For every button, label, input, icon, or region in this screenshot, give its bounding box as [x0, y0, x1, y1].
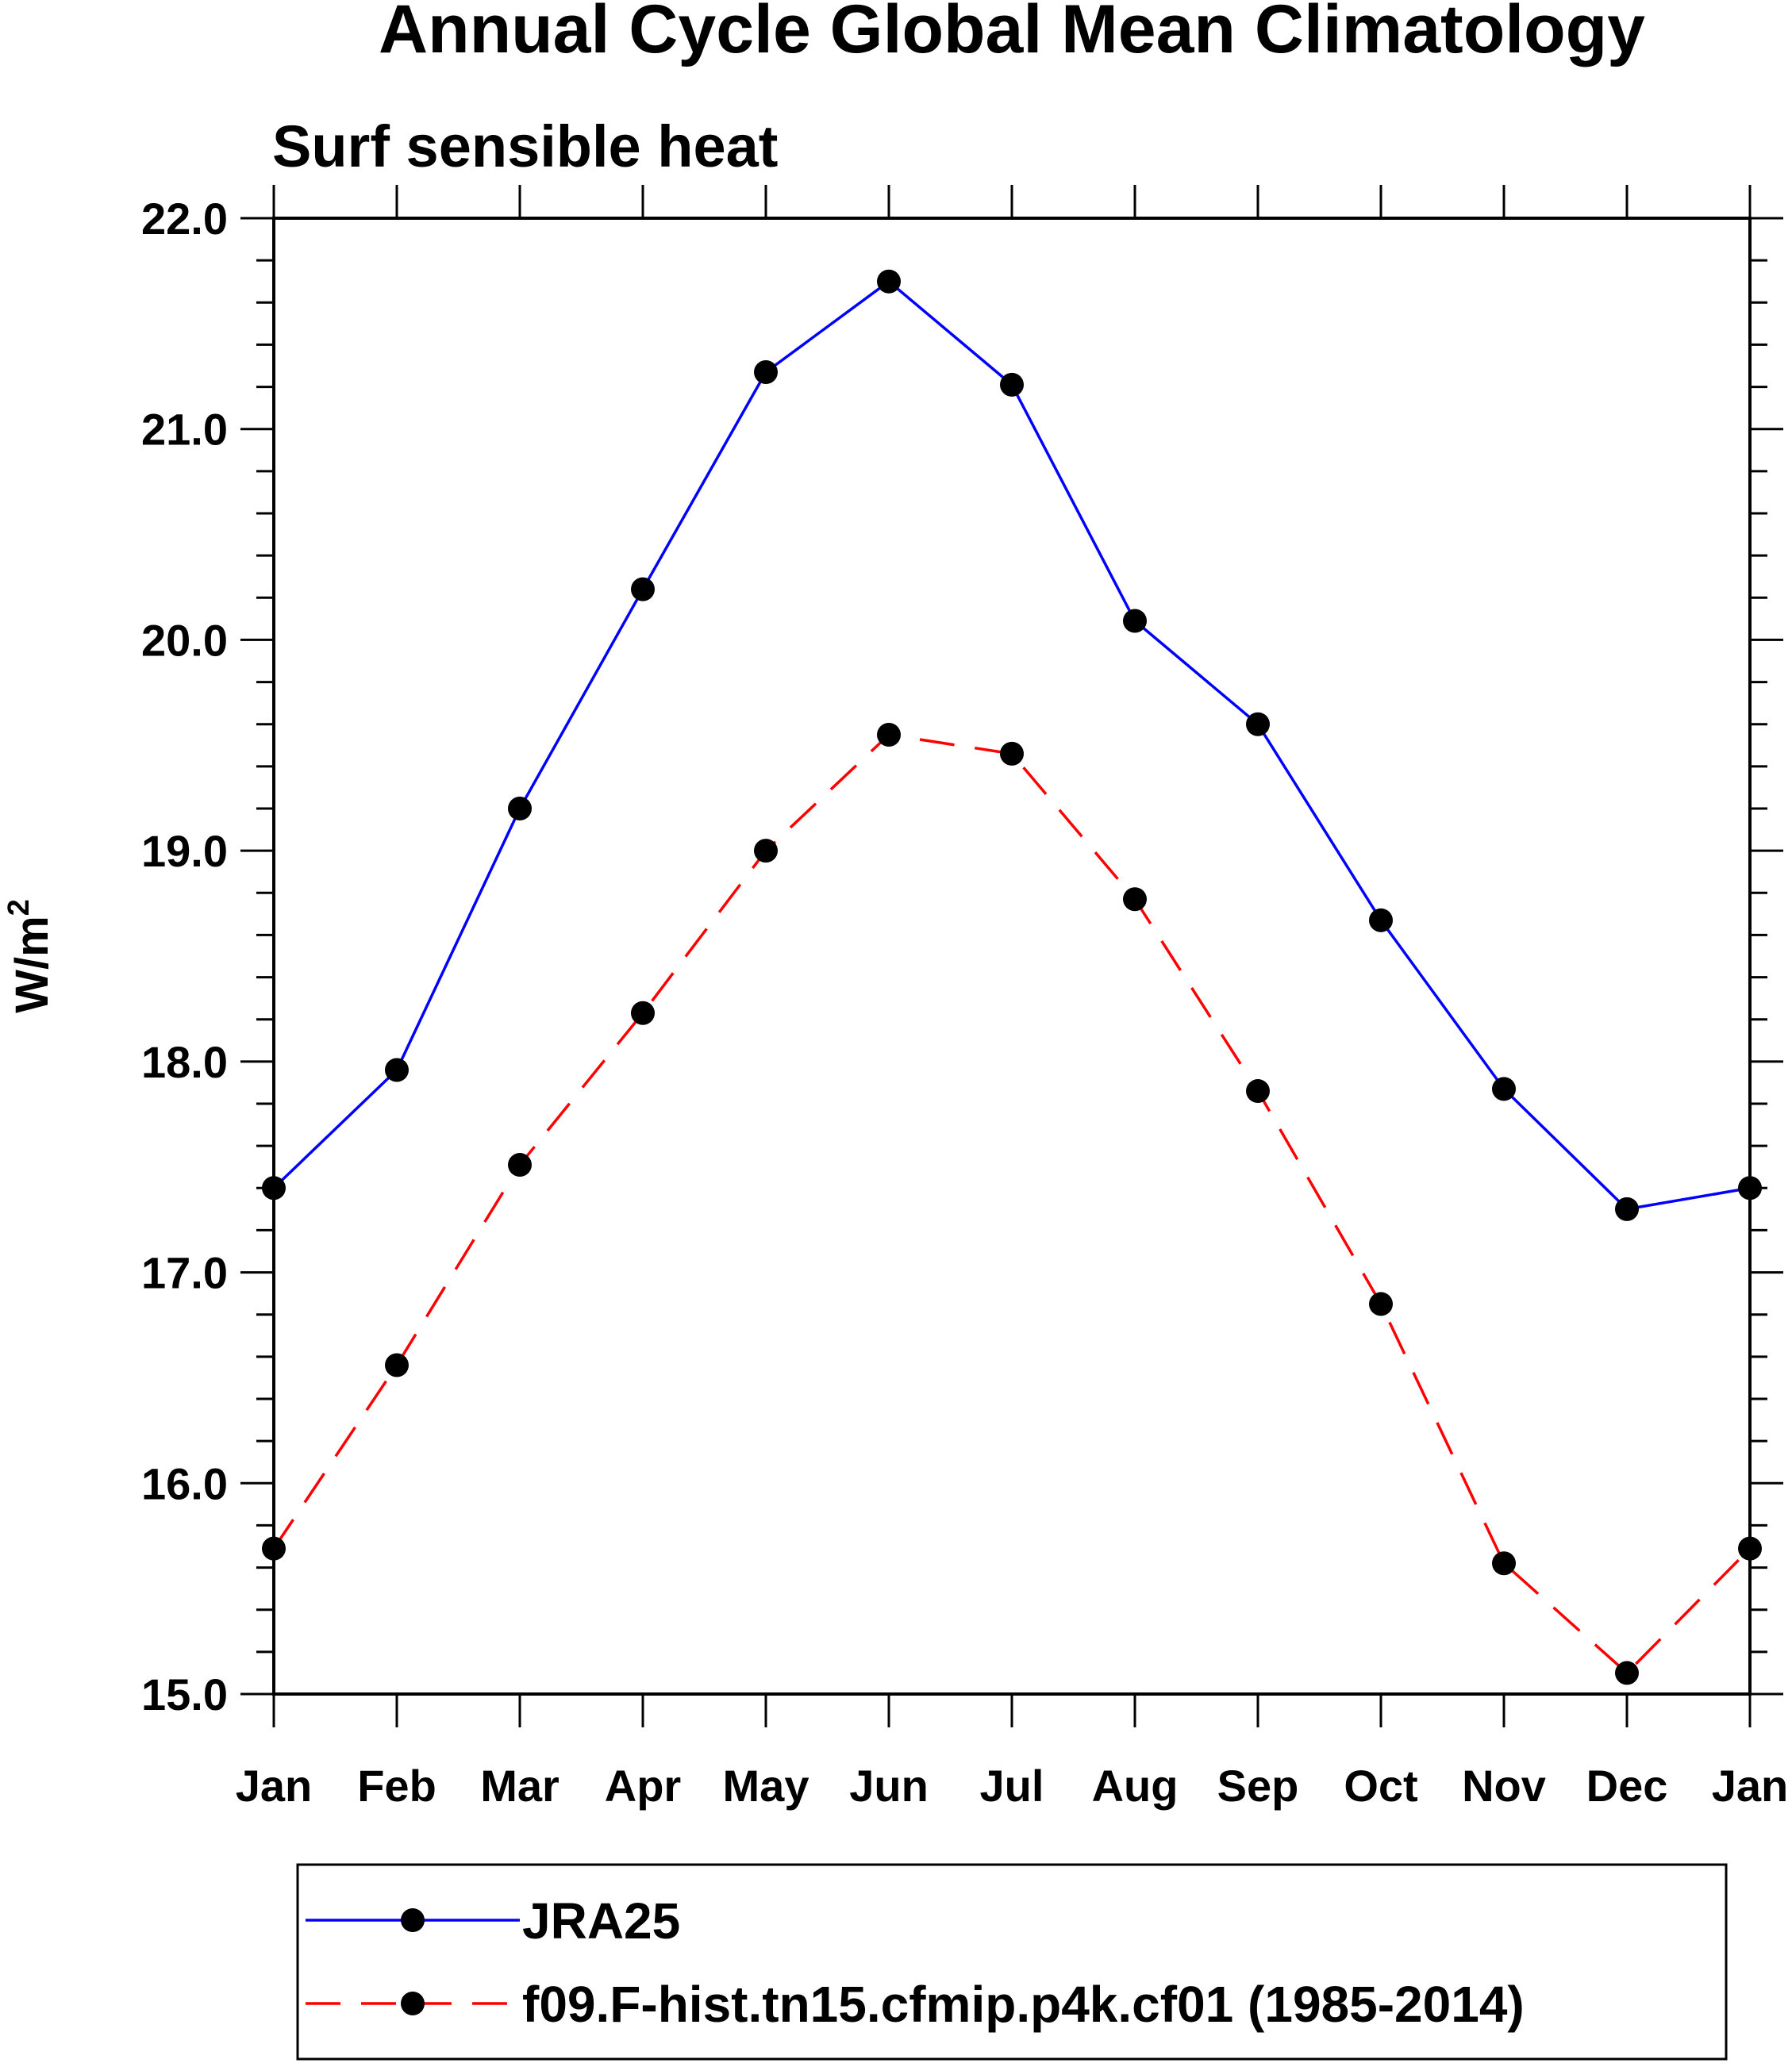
series-2-point [1246, 1079, 1270, 1104]
series-2-point [385, 1353, 409, 1377]
legend-label-1: JRA25 [522, 1892, 680, 1950]
series-1-point [1000, 372, 1024, 397]
series-1-point [385, 1058, 409, 1082]
series-markers [262, 269, 1762, 1685]
series-2-point [508, 1153, 532, 1177]
series-1-point [1246, 712, 1270, 736]
legend-marker-1 [401, 1908, 425, 1932]
series-1-point [877, 269, 901, 294]
y-tick-label: 18.0 [141, 1037, 228, 1087]
series-1-point [754, 359, 778, 384]
series-1-point [1492, 1077, 1516, 1101]
y-tick-label: 20.0 [141, 615, 228, 665]
series-2-point [1123, 887, 1147, 912]
chart-subtitle: Surf sensible heat [272, 113, 778, 179]
series-2-point [754, 839, 778, 863]
series-lines [272, 279, 1752, 1675]
x-tick-label: Oct [1344, 1761, 1417, 1811]
chart-title: Annual Cycle Global Mean Climatology [379, 0, 1645, 67]
series-1-point [508, 797, 532, 820]
series-2-point [1000, 741, 1024, 766]
x-tick-label: Nov [1462, 1761, 1546, 1811]
series-2-point [1492, 1551, 1516, 1576]
y-tick-label: 15.0 [141, 1669, 228, 1719]
y-axis-ticks [240, 217, 1783, 1696]
series-2-point [1369, 1292, 1393, 1316]
legend-box [296, 1863, 1728, 2061]
y-axis-tick-labels: 15.0 16.0 17.0 18.0 19.0 20.0 21.0 22.0 [141, 194, 228, 1719]
y-axis-label-exponent: 2 [2, 899, 36, 916]
y-tick-label: 22.0 [141, 194, 228, 244]
x-tick-label: Aug [1092, 1761, 1179, 1811]
series-2-point [1615, 1661, 1639, 1685]
y-tick-label: 17.0 [141, 1248, 228, 1298]
x-tick-label: Jan [236, 1761, 313, 1811]
legend-marker-2 [401, 1992, 425, 2015]
x-tick-label: Jul [980, 1761, 1044, 1811]
y-tick-label: 16.0 [141, 1458, 228, 1508]
legend: JRA25 f09.F-hist.tn15.cfmip.p4k.cf01 (198… [296, 1863, 1728, 2061]
y-axis-label: W/m2 [2, 899, 58, 1013]
x-tick-label: Jun [849, 1761, 929, 1811]
y-tick-label: 19.0 [141, 826, 228, 876]
y-tick-label: 21.0 [141, 405, 228, 455]
series-2-point [877, 723, 901, 747]
series-line-2 [272, 733, 1752, 1675]
series-2-point [631, 1001, 655, 1025]
x-tick-label: Apr [605, 1761, 681, 1811]
x-tick-label: Jan [1712, 1761, 1789, 1811]
series-1-point [1369, 908, 1393, 932]
x-tick-label: Mar [480, 1761, 560, 1811]
series-2-point [262, 1536, 286, 1561]
x-axis-ticks [272, 185, 1752, 1727]
x-axis-tick-labels: Jan Feb Mar Apr May Jun Jul Aug Sep Oct Nov Dec Jan [236, 1761, 1789, 1811]
series-1-point [631, 577, 655, 601]
series-1-point [262, 1176, 286, 1201]
legend-label-2: f09.F-hist.tn15.cfmip.p4k.cf01 (1985-201… [522, 1976, 1525, 2033]
x-tick-label: Feb [357, 1761, 436, 1811]
x-tick-label: Sep [1217, 1761, 1299, 1811]
x-tick-label: Dec [1586, 1761, 1668, 1811]
plot-area-border [272, 217, 1752, 1696]
series-2-point [1738, 1536, 1762, 1561]
x-tick-label: May [723, 1761, 809, 1811]
plot-frame [272, 217, 1752, 1696]
series-1-point [1615, 1197, 1639, 1221]
series-1-point [1738, 1176, 1762, 1201]
series-1-point [1123, 609, 1147, 633]
